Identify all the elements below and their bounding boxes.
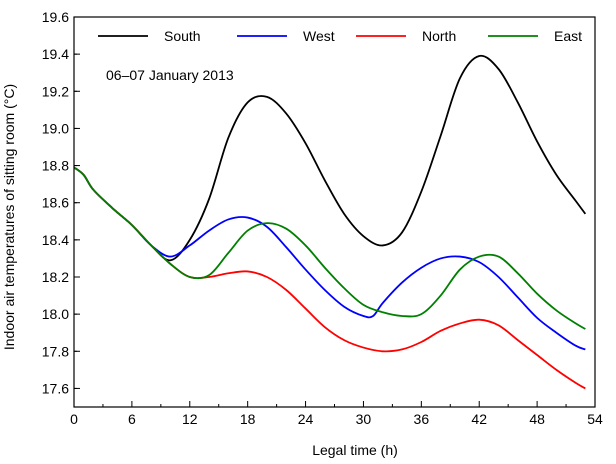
legend-label-south: South <box>164 28 201 44</box>
x-tick-label: 24 <box>298 411 314 427</box>
x-tick-label: 30 <box>356 411 372 427</box>
y-tick-label: 19.6 <box>42 9 69 25</box>
x-tick-label: 36 <box>414 411 430 427</box>
x-tick-label: 6 <box>128 411 136 427</box>
series-line-north <box>73 166 586 390</box>
y-axis-ticks: 17.6 17.8 18.0 18.2 18.4 18.6 18.8 19.0 19.2 19.4… <box>42 9 80 396</box>
y-tick-label: 18.2 <box>42 269 69 285</box>
y-tick-label: 18.6 <box>42 195 69 211</box>
x-axis-title: Legal time (h) <box>312 442 398 458</box>
y-tick-label: 19.0 <box>42 120 69 136</box>
legend-label-north: North <box>422 28 456 44</box>
y-axis-title: Indoor air temperatures of sitting room … <box>1 84 17 350</box>
legend-label-east: East <box>554 28 582 44</box>
series-lines <box>73 54 587 390</box>
legend-label-west: West <box>303 28 335 44</box>
y-tick-label: 18.8 <box>42 158 69 174</box>
x-tick-label: 12 <box>182 411 198 427</box>
y-tick-label: 18.0 <box>42 306 69 322</box>
y-tick-label: 17.8 <box>42 343 69 359</box>
legend: South West North East <box>98 28 582 44</box>
y-tick-label: 19.4 <box>42 46 69 62</box>
series-line-south <box>73 54 587 262</box>
x-tick-label: 18 <box>240 411 256 427</box>
x-axis-ticks: 0 6 12 18 24 30 36 42 48 54 <box>70 401 603 427</box>
x-tick-label: 54 <box>587 411 603 427</box>
x-tick-label: 0 <box>70 411 78 427</box>
series-line-west <box>73 166 586 351</box>
series-line-east <box>73 166 586 330</box>
y-tick-label: 18.4 <box>42 232 69 248</box>
y-tick-label: 17.6 <box>42 380 69 396</box>
x-tick-label: 42 <box>471 411 487 427</box>
x-tick-label: 48 <box>529 411 545 427</box>
chart-annotation: 06–07 January 2013 <box>106 67 234 83</box>
y-tick-label: 19.2 <box>42 83 69 99</box>
